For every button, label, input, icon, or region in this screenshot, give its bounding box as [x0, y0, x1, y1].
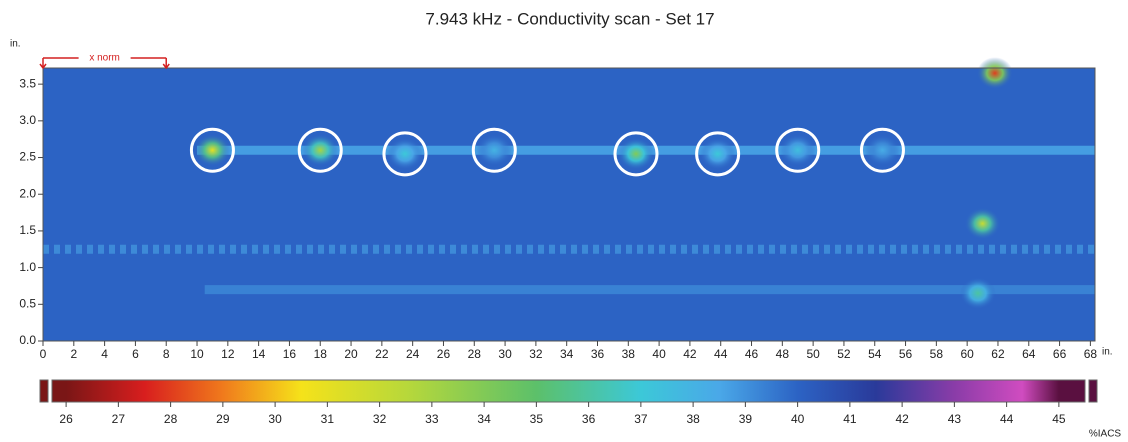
spot-circle: [695, 131, 741, 177]
y-axis-label: in.: [10, 39, 21, 50]
x-tick-label: 4: [101, 347, 108, 361]
spot: [618, 137, 655, 170]
x-tick-label: 26: [437, 347, 451, 361]
spot: [476, 134, 513, 167]
x-tick-label: 50: [806, 347, 820, 361]
x-tick-label: 42: [683, 347, 697, 361]
spot: [976, 57, 1013, 90]
spot-circle: [382, 131, 428, 177]
x-tick-label: 34: [560, 347, 574, 361]
x-tick-label: 6: [132, 347, 139, 361]
annotation-arrow: [162, 58, 170, 70]
spot-circle: [613, 131, 659, 177]
x-tick-label: 30: [498, 347, 512, 361]
colorbar-tick-label: 27: [112, 412, 126, 426]
colorbar-tick-label: 31: [321, 412, 335, 426]
y-tick-label: 1.5: [19, 223, 36, 237]
y-tick-label: 2.0: [19, 186, 36, 200]
x-tick-label: 18: [314, 347, 328, 361]
spot: [964, 207, 1001, 240]
x-tick-label: 10: [190, 347, 204, 361]
x-tick-label: 56: [899, 347, 913, 361]
annotation-arrow: [39, 58, 47, 70]
colorbar-tick-label: 28: [164, 412, 178, 426]
x-tick-label: 68: [1084, 347, 1098, 361]
x-tick-label: 44: [714, 347, 728, 361]
x-tick-label: 12: [221, 347, 235, 361]
x-tick-label: 62: [991, 347, 1005, 361]
y-tick-label: 3.0: [19, 113, 36, 127]
colorbar-tick-label: 34: [477, 412, 491, 426]
colorbar-tick-label: 35: [530, 412, 544, 426]
colorbar-tick-label: 45: [1052, 412, 1066, 426]
x-tick-label: 32: [529, 347, 543, 361]
x-tick-label: 64: [1022, 347, 1036, 361]
x-tick-label: 22: [375, 347, 389, 361]
colorbar-tick-label: 26: [59, 412, 73, 426]
y-tick-label: 0.0: [19, 333, 36, 347]
x-tick-label: 2: [70, 347, 77, 361]
spot: [864, 134, 901, 167]
y-tick-label: 2.5: [19, 150, 36, 164]
x-tick-label: 52: [837, 347, 851, 361]
spot: [386, 137, 423, 170]
spot-circle: [471, 127, 517, 173]
colorbar-tick-label: 44: [1000, 412, 1014, 426]
colorbar-tick-label: 39: [739, 412, 753, 426]
colorbar-tick-label: 40: [791, 412, 805, 426]
colorbar-high-end: [1088, 379, 1098, 403]
y-tick-label: 3.5: [19, 76, 36, 90]
colorbar-low-end: [39, 379, 49, 403]
colorbar-tick-label: 30: [268, 412, 282, 426]
chart-title: 7.943 kHz - Conductivity scan - Set 17: [425, 9, 714, 28]
spot: [194, 134, 231, 167]
annotation-bg: [78, 52, 131, 64]
x-tick-label: 16: [283, 347, 297, 361]
x-tick-label: 36: [591, 347, 605, 361]
x-tick-label: 28: [468, 347, 482, 361]
x-tick-label: 66: [1053, 347, 1067, 361]
x-tick-label: 60: [960, 347, 974, 361]
colorbar-tick-label: 36: [582, 412, 596, 426]
spot: [779, 134, 816, 167]
colorbar-tick-label: 37: [634, 412, 648, 426]
spot: [959, 277, 996, 310]
x-tick-label: 54: [868, 347, 882, 361]
x-tick-label: 20: [344, 347, 358, 361]
colorbar-tick-label: 32: [373, 412, 387, 426]
x-tick-label: 46: [745, 347, 759, 361]
x-axis-label: in.: [1102, 347, 1113, 358]
spot: [302, 134, 339, 167]
spot: [699, 137, 736, 170]
colorbar-label: %IACS: [1089, 429, 1122, 440]
annotation-text: x norm: [89, 53, 120, 64]
colorbar-tick-label: 33: [425, 412, 439, 426]
colorbar: [51, 379, 1086, 403]
colorbar-tick-label: 29: [216, 412, 230, 426]
x-tick-label: 48: [776, 347, 790, 361]
colorbar-tick-label: 41: [843, 412, 857, 426]
spot-circle: [297, 127, 343, 173]
y-tick-label: 1.0: [19, 260, 36, 274]
scan-background: [43, 68, 1095, 341]
colorbar-tick-label: 38: [686, 412, 700, 426]
spot-circle: [189, 127, 235, 173]
y-tick-label: 0.5: [19, 296, 36, 310]
colorbar-tick-label: 42: [895, 412, 909, 426]
colorbar-tick-label: 43: [948, 412, 962, 426]
x-tick-label: 58: [930, 347, 944, 361]
x-tick-label: 38: [622, 347, 636, 361]
x-tick-label: 24: [406, 347, 420, 361]
x-tick-label: 14: [252, 347, 266, 361]
plot-frame: [42, 67, 1096, 342]
x-tick-label: 0: [40, 347, 47, 361]
x-tick-label: 40: [652, 347, 666, 361]
spot-circle: [775, 127, 821, 173]
x-tick-label: 8: [163, 347, 170, 361]
spot-circle: [859, 127, 905, 173]
